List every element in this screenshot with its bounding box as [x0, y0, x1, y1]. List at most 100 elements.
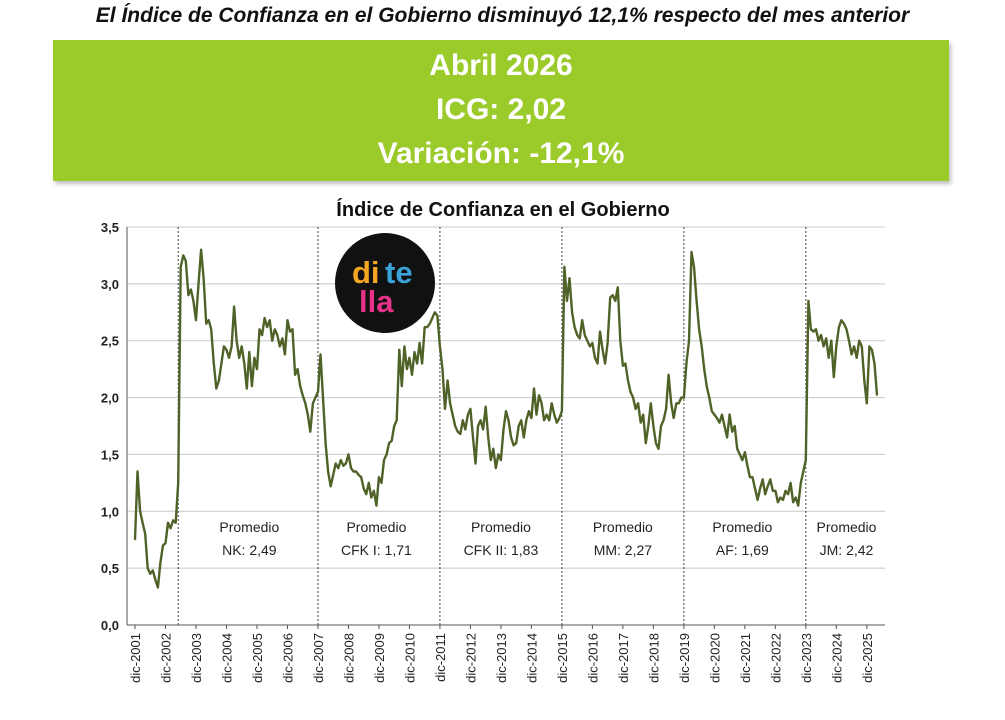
data-point [568, 277, 571, 279]
data-point [584, 334, 586, 336]
data-point [485, 406, 487, 408]
data-point [243, 362, 245, 365]
data-point [157, 586, 159, 589]
y-tick-label: 3,0 [101, 277, 119, 292]
data-point [279, 345, 281, 347]
axes: 0,0 0,5 1,0 1,5 2,0 2,5 3,0 3,5 dic-2001 dic-2002… [101, 220, 885, 683]
data-point [706, 385, 708, 387]
data-point [772, 490, 774, 492]
data-point [528, 410, 530, 412]
data-point [866, 402, 868, 404]
data-point [253, 357, 256, 359]
data-point [850, 353, 853, 355]
data-point [604, 362, 606, 365]
data-point [548, 419, 550, 421]
data-point [711, 410, 713, 412]
series-icg [133, 248, 879, 589]
data-point [355, 470, 357, 473]
data-point [655, 442, 657, 444]
data-point [848, 340, 850, 342]
data-point [744, 451, 746, 453]
data-point [662, 419, 665, 421]
data-point [579, 337, 581, 340]
data-point [645, 442, 647, 444]
data-point [731, 431, 733, 433]
data-point [746, 465, 749, 467]
data-point [861, 345, 863, 347]
data-point [739, 453, 741, 456]
data-point [505, 410, 507, 412]
data-point [147, 567, 149, 569]
data-point [693, 266, 695, 268]
data-point [228, 357, 230, 359]
y-tick-label: 1,0 [101, 504, 119, 519]
data-point [574, 326, 576, 328]
data-point [627, 379, 629, 382]
data-point [673, 417, 675, 419]
data-point [482, 428, 484, 431]
average-label: Promedio [593, 519, 653, 535]
data-point [251, 385, 253, 387]
data-point [317, 391, 319, 393]
data-point [459, 433, 461, 435]
x-tick-label: dic-2022 [768, 633, 783, 683]
x-tick-label: dic-2025 [860, 633, 875, 683]
data-point [149, 573, 151, 575]
data-point [383, 459, 385, 461]
x-tick-label: dic-2013 [494, 633, 509, 683]
data-point [492, 448, 494, 450]
data-point [373, 490, 375, 492]
data-point [136, 470, 139, 473]
data-point [586, 340, 588, 342]
data-point [220, 362, 222, 365]
y-tick-label: 0,0 [101, 618, 119, 633]
data-point [238, 357, 240, 359]
x-tick-label: dic-2023 [799, 633, 814, 683]
data-point [457, 431, 459, 433]
data-point [223, 345, 225, 347]
data-point [823, 345, 825, 347]
data-point [507, 419, 510, 421]
data-point [845, 328, 848, 330]
data-point [657, 448, 660, 450]
data-point [518, 425, 520, 427]
ditella-logo: di te lla [335, 233, 435, 333]
data-point [233, 306, 235, 308]
data-point [797, 505, 799, 507]
data-point [304, 402, 306, 404]
data-point [370, 497, 372, 499]
x-tick-label: dic-2015 [555, 633, 570, 683]
data-point [256, 368, 258, 370]
data-point [556, 421, 558, 424]
average-label: Promedio [219, 519, 279, 535]
data-point [319, 353, 322, 355]
x-tick-label: dic-2005 [250, 633, 265, 683]
data-point [769, 478, 771, 481]
banner-icg-value: ICG: 2,02 [435, 93, 567, 126]
data-point [668, 374, 670, 376]
data-point [139, 510, 141, 512]
average-label: Promedio [346, 519, 406, 535]
data-point [561, 410, 563, 412]
data-point [218, 379, 220, 382]
x-tick-label: dic-2008 [341, 633, 356, 683]
data-point [403, 345, 405, 347]
data-point [571, 311, 573, 313]
data-point [162, 544, 164, 547]
y-tick-label: 2,5 [101, 334, 119, 349]
data-point [726, 436, 728, 438]
data-point [538, 394, 540, 396]
data-point [749, 476, 751, 478]
data-point [335, 462, 337, 465]
data-point [258, 328, 261, 330]
data-point [840, 319, 843, 321]
data-point [358, 474, 360, 476]
data-point [411, 374, 413, 376]
data-point [774, 490, 776, 492]
data-point [629, 391, 632, 393]
x-tick-label: dic-2003 [189, 633, 204, 683]
data-point [408, 357, 411, 359]
data-point [197, 283, 200, 285]
data-point [187, 294, 189, 296]
data-point [764, 493, 766, 495]
